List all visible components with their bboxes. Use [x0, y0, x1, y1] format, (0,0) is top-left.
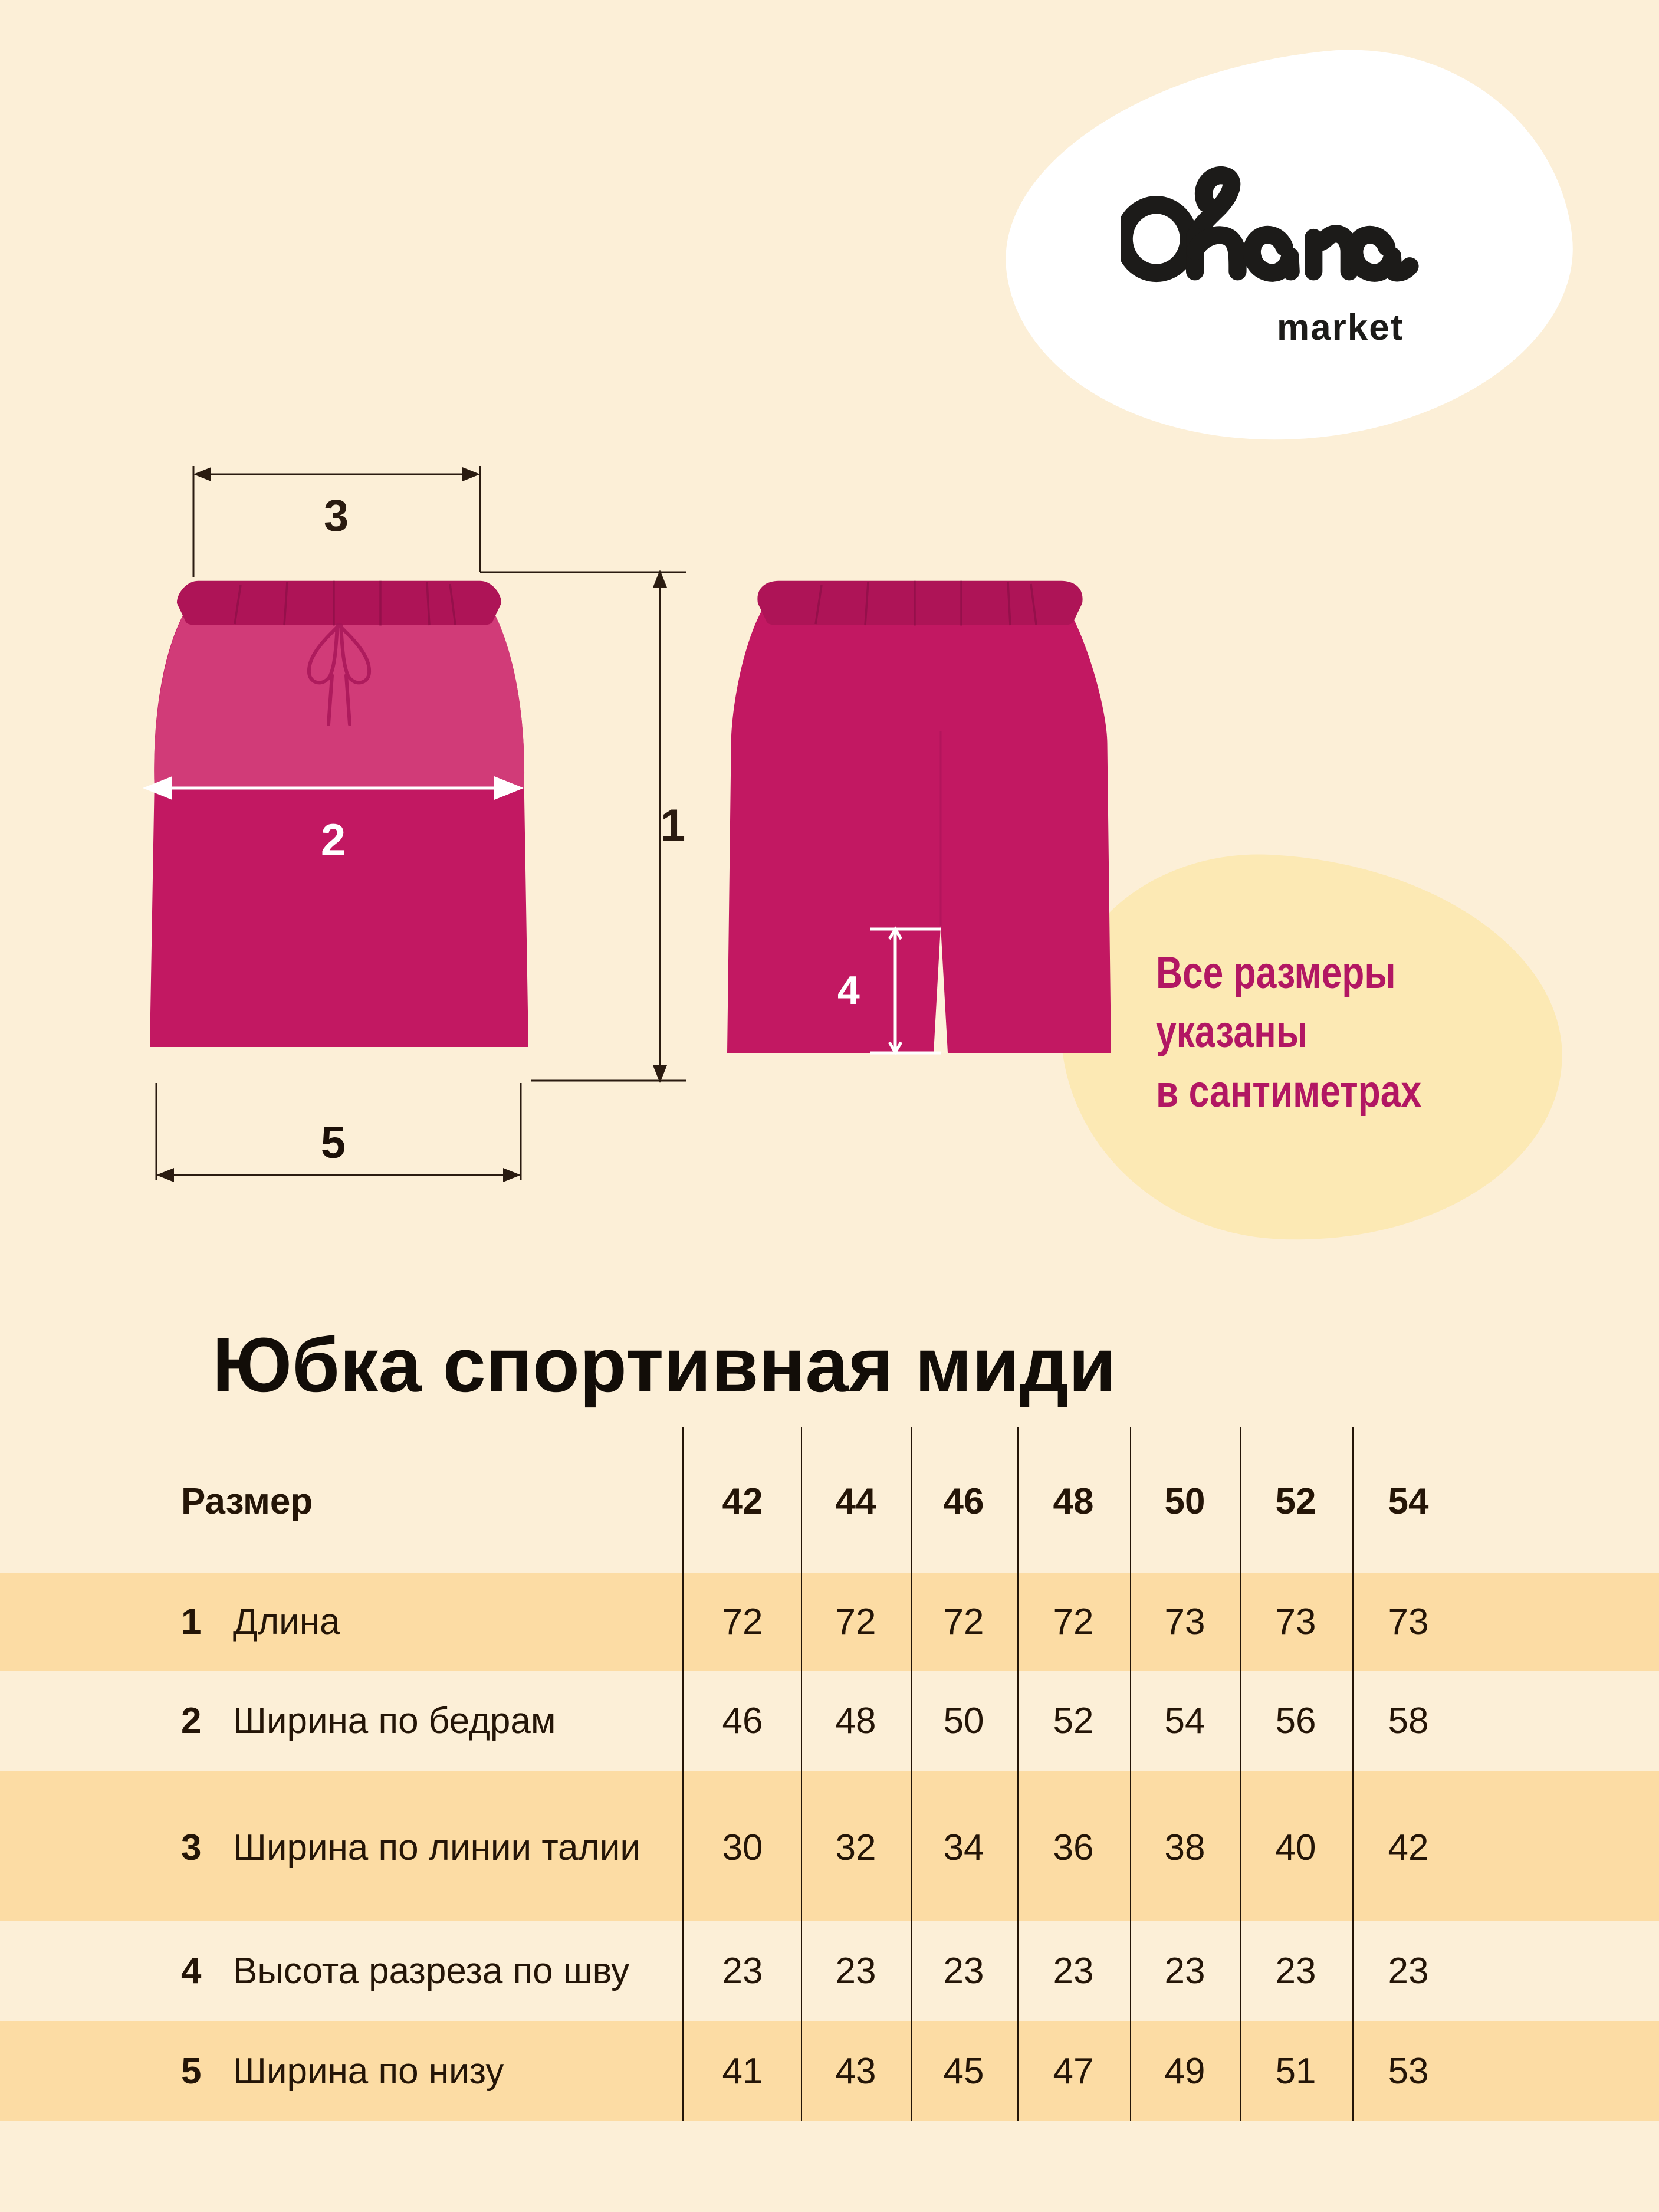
svg-text:3: 3	[324, 491, 349, 541]
svg-text:4: 4	[837, 968, 860, 1013]
svg-text:1: 1	[661, 800, 685, 851]
svg-text:5: 5	[321, 1118, 346, 1168]
svg-text:2: 2	[321, 815, 346, 865]
